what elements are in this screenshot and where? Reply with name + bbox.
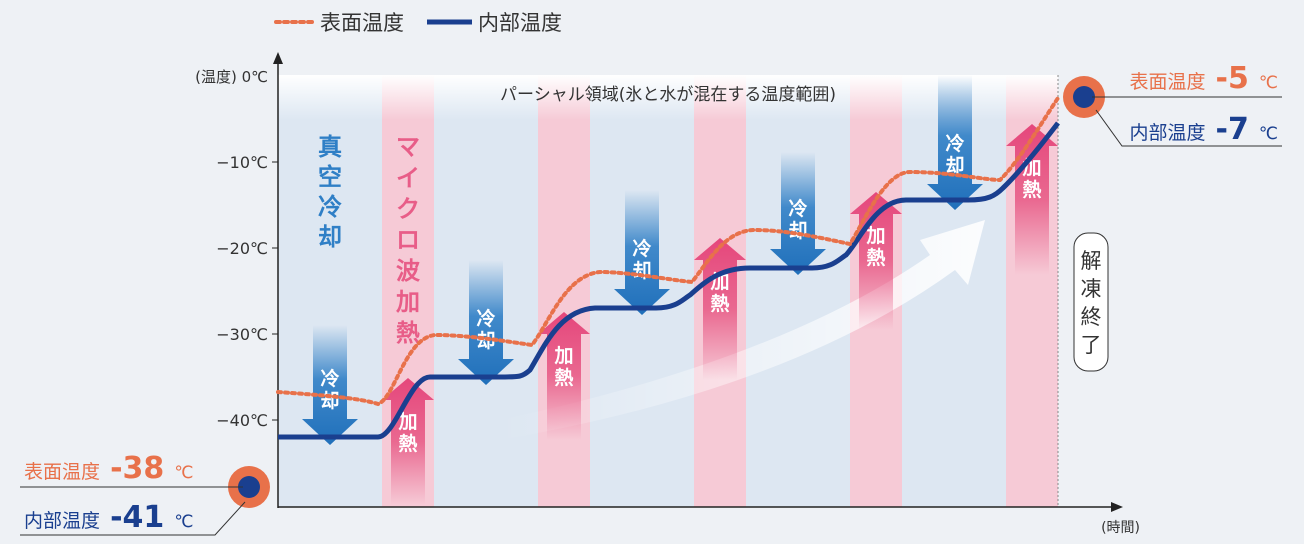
end-internal-value: -7 (1216, 112, 1249, 147)
cool-arrow: 冷却 (458, 260, 514, 385)
cool-arrow-label: 冷 (476, 307, 495, 330)
end-internal-label: 内部温度 (1129, 122, 1205, 144)
cool-arrow-label: 冷 (945, 132, 964, 155)
microwave-heating-label-char: 波 (396, 257, 421, 285)
microwave-heating-label-char: ク (396, 195, 420, 223)
heat-arrow-shape (1006, 124, 1058, 275)
end-label-char: 解 (1081, 249, 1102, 273)
vacuum-cooling-label-char: 却 (318, 223, 342, 251)
start-surface-unit: ℃ (174, 463, 193, 483)
partial-zone (278, 75, 1058, 120)
microwave-heating-label-char: マ (396, 133, 420, 161)
end-internal-unit: ℃ (1259, 124, 1278, 144)
y-axis-label: (温度) (195, 68, 237, 86)
cool-arrow-label: 却 (476, 330, 495, 352)
microwave-heating-label-char: 加 (396, 288, 420, 316)
heat-arrow-label: 熱 (710, 292, 729, 315)
end-surface-value: -5 (1216, 61, 1249, 96)
heat-arrow: 加熱 (538, 312, 590, 440)
end-callout: 表面温度 -5 ℃ 内部温度 -7 ℃ (1063, 61, 1282, 147)
cool-arrow-label: 冷 (320, 367, 339, 390)
start-internal-value: -41 (110, 500, 164, 535)
microwave-heating-label-char: ロ (396, 226, 420, 254)
end-label-char: 了 (1081, 333, 1102, 357)
cool-arrow-label: 却 (632, 260, 651, 282)
end-callout-leader (1095, 109, 1282, 147)
cool-arrow-label: 却 (788, 220, 807, 242)
y-tick-label: −10℃ (216, 153, 268, 172)
heat-arrow-label: 熱 (554, 366, 573, 389)
x-axis-label: (時間) (1101, 520, 1140, 536)
legend-surface-label: 表面温度 (320, 11, 404, 35)
heat-arrow: 加熱 (850, 192, 902, 330)
start-surface-value: -38 (110, 451, 164, 486)
heat-arrow: 加熱 (1006, 124, 1058, 275)
internal-temperature-line (278, 121, 1060, 440)
heat-band (538, 75, 590, 507)
vacuum-cooling-label-char: 冷 (318, 193, 342, 221)
start-callout: 表面温度 -38 ℃ 内部温度 -41 ℃ (20, 451, 270, 536)
cool-arrow-shape (614, 190, 670, 315)
y-tick-label: −30℃ (216, 325, 268, 344)
svg-text:内部温度 -41 ℃: 内部温度 -41 ℃ (24, 500, 193, 535)
svg-text:内部温度 -7 ℃: 内部温度 -7 ℃ (1129, 112, 1278, 147)
heat-arrow-shape (694, 238, 746, 380)
start-surface-label: 表面温度 (24, 461, 100, 483)
heat-arrow-shape (538, 312, 590, 440)
heat-arrow-label: 熱 (398, 432, 417, 455)
y-tick-label: −20℃ (216, 239, 268, 258)
cool-arrow: 冷却 (770, 152, 826, 275)
end-surface-unit: ℃ (1259, 73, 1278, 93)
end-marker-inner (1073, 86, 1095, 108)
legend-internal-label: 内部温度 (478, 11, 562, 35)
x-axis-arrowhead (1111, 502, 1123, 512)
axes: (温度) 0℃ −10℃ −20℃ −30℃ −40℃ (時間) (195, 52, 1140, 536)
heat-arrow-label: 熱 (1022, 178, 1041, 201)
heat-arrow-label: 加 (865, 225, 885, 247)
microwave-heating-label-char: イ (396, 164, 420, 192)
cool-arrow-label: 却 (945, 155, 964, 177)
legend: 表面温度 内部温度 (274, 11, 562, 35)
microwave-heating-label-char: 熱 (396, 319, 420, 347)
end-surface-label: 表面温度 (1129, 71, 1205, 93)
start-internal-unit: ℃ (174, 512, 193, 532)
cool-arrow-shape (302, 325, 358, 445)
vacuum-cooling-label-char: 空 (318, 163, 342, 191)
cool-arrow-label: 冷 (788, 197, 807, 220)
svg-text:表面温度 -5 ℃: 表面温度 -5 ℃ (1129, 61, 1278, 96)
heat-arrow-label: 加 (397, 411, 417, 433)
cool-arrow-label: 却 (320, 390, 339, 412)
y-axis-arrowhead (273, 52, 283, 64)
heat-arrow: 加熱 (382, 378, 434, 505)
cool-arrow-label: 冷 (632, 237, 651, 260)
end-label-char: 終 (1081, 305, 1102, 329)
start-marker-inner (238, 476, 260, 498)
cool-arrow-shape (458, 260, 514, 385)
vacuum-cooling-label-char: 真 (318, 133, 342, 161)
heat-arrow-shape (850, 192, 902, 330)
svg-text:(温度) 0℃: (温度) 0℃ (195, 68, 268, 86)
y-tick-label: −40℃ (216, 411, 268, 430)
end-label-box (1073, 232, 1109, 372)
y-tick-label: 0℃ (242, 68, 268, 86)
heat-arrow-label: 熱 (866, 246, 885, 269)
heat-arrow-label: 加 (553, 345, 573, 367)
svg-text:表面温度 -38 ℃: 表面温度 -38 ℃ (24, 451, 193, 486)
heat-arrow-shape (382, 378, 434, 505)
cool-arrow-shape (770, 152, 826, 275)
surface-temperature-line (276, 96, 1060, 407)
partial-zone-label: パーシャル領域(氷と水が混在する温度範囲) (500, 85, 836, 105)
end-label-char: 凍 (1081, 277, 1102, 301)
start-callout-leader (20, 501, 246, 536)
start-internal-label: 内部温度 (24, 510, 100, 532)
